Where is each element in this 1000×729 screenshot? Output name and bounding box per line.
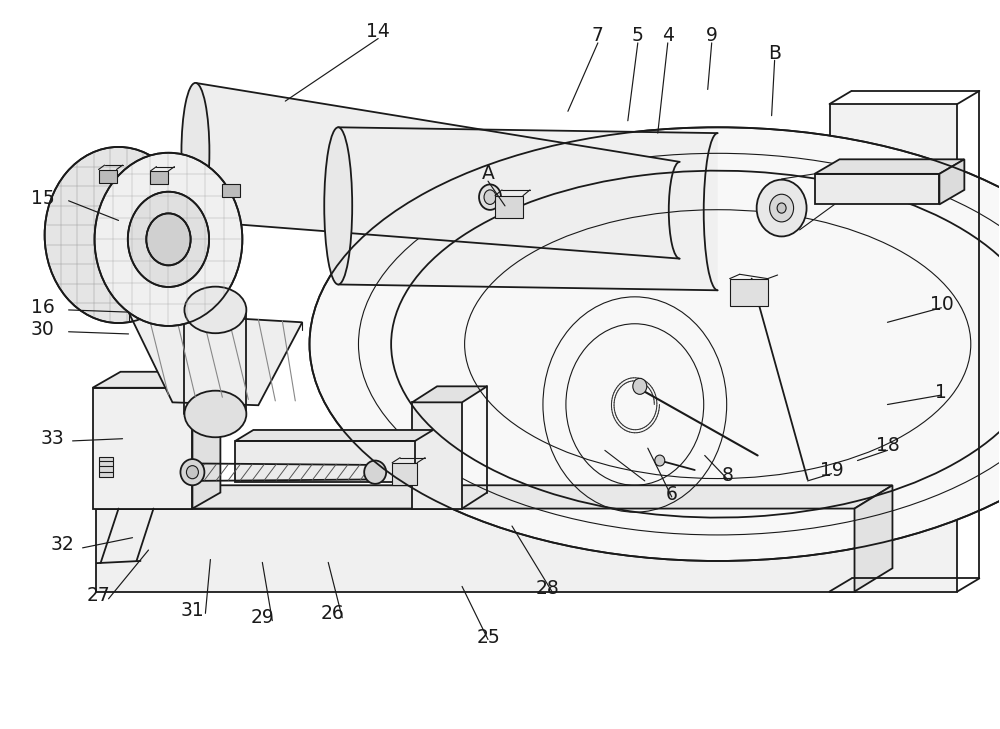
Ellipse shape <box>770 194 794 222</box>
Text: 25: 25 <box>476 628 500 647</box>
Text: 5: 5 <box>632 26 644 45</box>
Ellipse shape <box>364 461 386 484</box>
Polygon shape <box>412 402 462 509</box>
Polygon shape <box>235 441 415 483</box>
Polygon shape <box>96 509 855 591</box>
Polygon shape <box>96 486 892 509</box>
Ellipse shape <box>184 391 246 437</box>
Polygon shape <box>412 386 487 402</box>
Bar <box>99 170 117 182</box>
Ellipse shape <box>777 203 786 213</box>
Polygon shape <box>192 372 220 509</box>
Ellipse shape <box>186 466 198 479</box>
Ellipse shape <box>757 179 807 236</box>
Text: 15: 15 <box>31 189 55 208</box>
Polygon shape <box>93 388 192 509</box>
Bar <box>99 457 113 477</box>
Text: 1: 1 <box>935 383 947 402</box>
Ellipse shape <box>95 153 242 326</box>
Text: A: A <box>482 164 494 184</box>
Text: 16: 16 <box>31 298 55 317</box>
Ellipse shape <box>309 128 1000 561</box>
Text: 32: 32 <box>51 535 74 555</box>
Text: 19: 19 <box>820 461 843 480</box>
Polygon shape <box>93 372 220 388</box>
Ellipse shape <box>484 190 496 204</box>
Ellipse shape <box>184 286 246 333</box>
Bar <box>730 278 768 306</box>
Polygon shape <box>235 430 433 441</box>
Ellipse shape <box>324 128 352 284</box>
Text: 4: 4 <box>662 26 674 45</box>
Ellipse shape <box>180 459 204 486</box>
Polygon shape <box>815 174 939 204</box>
Polygon shape <box>338 128 718 290</box>
Text: 29: 29 <box>250 608 274 627</box>
Text: B: B <box>768 44 781 63</box>
Polygon shape <box>129 312 302 405</box>
Text: 27: 27 <box>87 586 110 605</box>
Text: 10: 10 <box>930 295 953 314</box>
Ellipse shape <box>479 184 501 210</box>
Text: 8: 8 <box>722 466 734 485</box>
Polygon shape <box>195 83 680 259</box>
Text: 18: 18 <box>876 437 899 456</box>
Ellipse shape <box>655 455 665 466</box>
Bar <box>495 195 523 217</box>
Ellipse shape <box>633 378 647 394</box>
Bar <box>392 463 417 485</box>
Bar <box>222 184 240 197</box>
Polygon shape <box>830 104 957 591</box>
Ellipse shape <box>181 83 209 221</box>
Text: 6: 6 <box>666 485 678 504</box>
Text: 26: 26 <box>320 604 344 623</box>
Ellipse shape <box>128 192 209 287</box>
Bar <box>150 171 168 184</box>
Text: 28: 28 <box>536 579 560 598</box>
Ellipse shape <box>45 147 192 323</box>
Text: 30: 30 <box>31 320 55 339</box>
Text: 33: 33 <box>41 429 64 448</box>
Text: 7: 7 <box>592 26 604 45</box>
Polygon shape <box>815 160 964 174</box>
Text: 14: 14 <box>366 22 390 41</box>
Text: 9: 9 <box>706 26 718 45</box>
Polygon shape <box>855 486 892 591</box>
Text: 31: 31 <box>181 601 204 620</box>
Ellipse shape <box>146 214 191 265</box>
Polygon shape <box>939 160 964 204</box>
